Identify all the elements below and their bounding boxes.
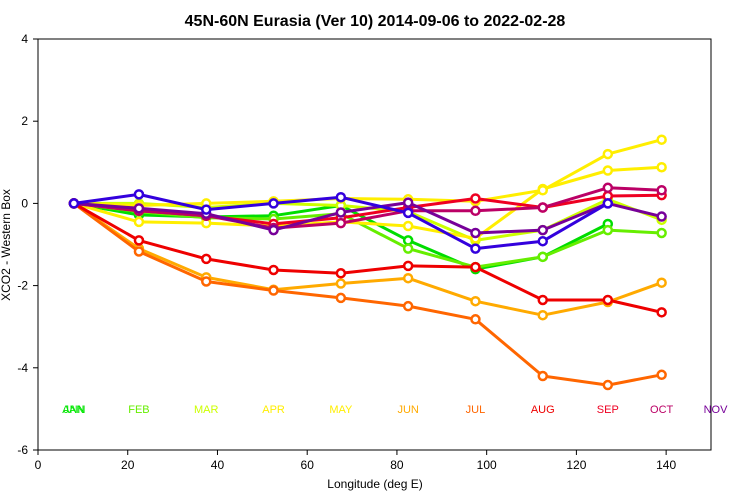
data-point <box>402 235 414 246</box>
data-point <box>133 189 145 200</box>
y-tick-label: 4 <box>21 32 28 46</box>
month-label-jan: JAN <box>64 404 85 416</box>
month-label-aug: AUG <box>531 404 555 416</box>
x-tick-label: 20 <box>121 458 135 472</box>
data-point <box>470 314 481 325</box>
data-point <box>133 246 145 257</box>
month-label-may: MAY <box>329 404 353 416</box>
series-line-aug <box>73 202 662 314</box>
data-point <box>335 207 347 218</box>
data-point <box>656 134 667 145</box>
data-point <box>268 285 279 296</box>
data-point <box>402 272 414 284</box>
x-tick-label: 0 <box>35 458 42 472</box>
data-point <box>470 261 481 273</box>
series-group <box>68 134 667 391</box>
x-tick-label: 80 <box>390 458 404 472</box>
x-tick-label: 100 <box>477 458 497 472</box>
data-point <box>470 243 481 254</box>
series-line-oct <box>73 186 662 230</box>
data-point <box>537 202 548 213</box>
data-point <box>537 294 548 306</box>
month-label-mar: MAR <box>194 404 219 416</box>
data-point <box>470 205 481 217</box>
y-tick-label: -6 <box>17 443 28 457</box>
data-point <box>602 224 614 236</box>
data-point <box>656 211 667 222</box>
y-tick-label: -4 <box>17 361 28 375</box>
data-point <box>402 300 414 312</box>
data-point <box>537 235 548 247</box>
month-label-jul: JUL <box>466 404 486 416</box>
x-tick-label: 60 <box>301 458 315 472</box>
series-line-nov <box>73 201 662 235</box>
month-label-sep: SEP <box>597 404 619 416</box>
data-point <box>602 165 614 176</box>
month-label-ann: ANN <box>62 404 85 416</box>
data-point <box>602 198 614 209</box>
data-point <box>402 220 414 232</box>
data-point <box>201 253 212 265</box>
axes: 0 20 40 60 80 100 120 140 -6 -4 -2 0 2 4 <box>17 32 676 472</box>
data-point <box>201 276 212 287</box>
series-line-jun <box>73 202 663 317</box>
month-label-feb: FEB <box>128 404 149 416</box>
data-point <box>602 182 614 194</box>
data-point <box>656 369 667 381</box>
data-point <box>656 307 667 318</box>
data-point <box>133 216 145 228</box>
data-point <box>335 217 347 229</box>
data-point <box>602 379 614 391</box>
data-point <box>133 235 145 246</box>
data-point <box>335 191 347 203</box>
data-point <box>537 251 548 263</box>
chart-title: 45N-60N Eurasia (Ver 10) 2014-09-06 to 2… <box>185 13 566 30</box>
data-point <box>133 203 145 214</box>
data-point <box>68 198 80 209</box>
data-point <box>335 278 347 289</box>
data-point <box>537 184 548 196</box>
data-point <box>537 309 548 321</box>
data-point <box>470 295 481 307</box>
month-label-oct: OCT <box>650 404 674 416</box>
data-point <box>602 294 614 306</box>
data-point <box>402 243 414 254</box>
data-point <box>537 370 548 382</box>
data-point <box>656 184 667 196</box>
month-label-apr: APR <box>262 404 285 416</box>
data-point <box>656 277 667 288</box>
x-tick-label: 140 <box>656 458 676 472</box>
data-point <box>470 227 481 239</box>
series-line-may <box>73 138 662 207</box>
month-labels: ANNJANFEBMARAPRMAYJUNJULAUGSEPOCTNOVDEC <box>62 404 729 416</box>
data-point <box>402 197 414 208</box>
series-line-apr <box>73 165 662 240</box>
y-tick-label: -2 <box>17 279 28 293</box>
y-tick-label: 0 <box>21 196 28 210</box>
y-axis-label: XCO2 - Western Box <box>0 189 13 301</box>
x-tick-label: 40 <box>211 458 225 472</box>
month-label-jun: JUN <box>397 404 418 416</box>
series-line-jul <box>73 202 662 387</box>
data-point <box>602 148 614 160</box>
data-point <box>470 193 481 204</box>
data-point <box>402 260 414 272</box>
plot-area <box>37 38 712 451</box>
data-point <box>268 198 279 209</box>
data-point <box>656 161 667 173</box>
x-axis-label: Longitude (deg E) <box>327 477 422 491</box>
month-label-nov: NOV <box>704 404 729 416</box>
data-point <box>656 227 667 239</box>
series-dec <box>68 189 614 254</box>
data-point <box>268 224 279 236</box>
data-point <box>268 264 279 276</box>
data-point <box>335 268 347 279</box>
y-tick-label: 2 <box>21 114 28 128</box>
data-point <box>537 224 548 236</box>
data-point <box>201 204 212 215</box>
x-tick-label: 120 <box>566 458 586 472</box>
data-point <box>335 292 347 304</box>
data-point <box>402 207 414 219</box>
